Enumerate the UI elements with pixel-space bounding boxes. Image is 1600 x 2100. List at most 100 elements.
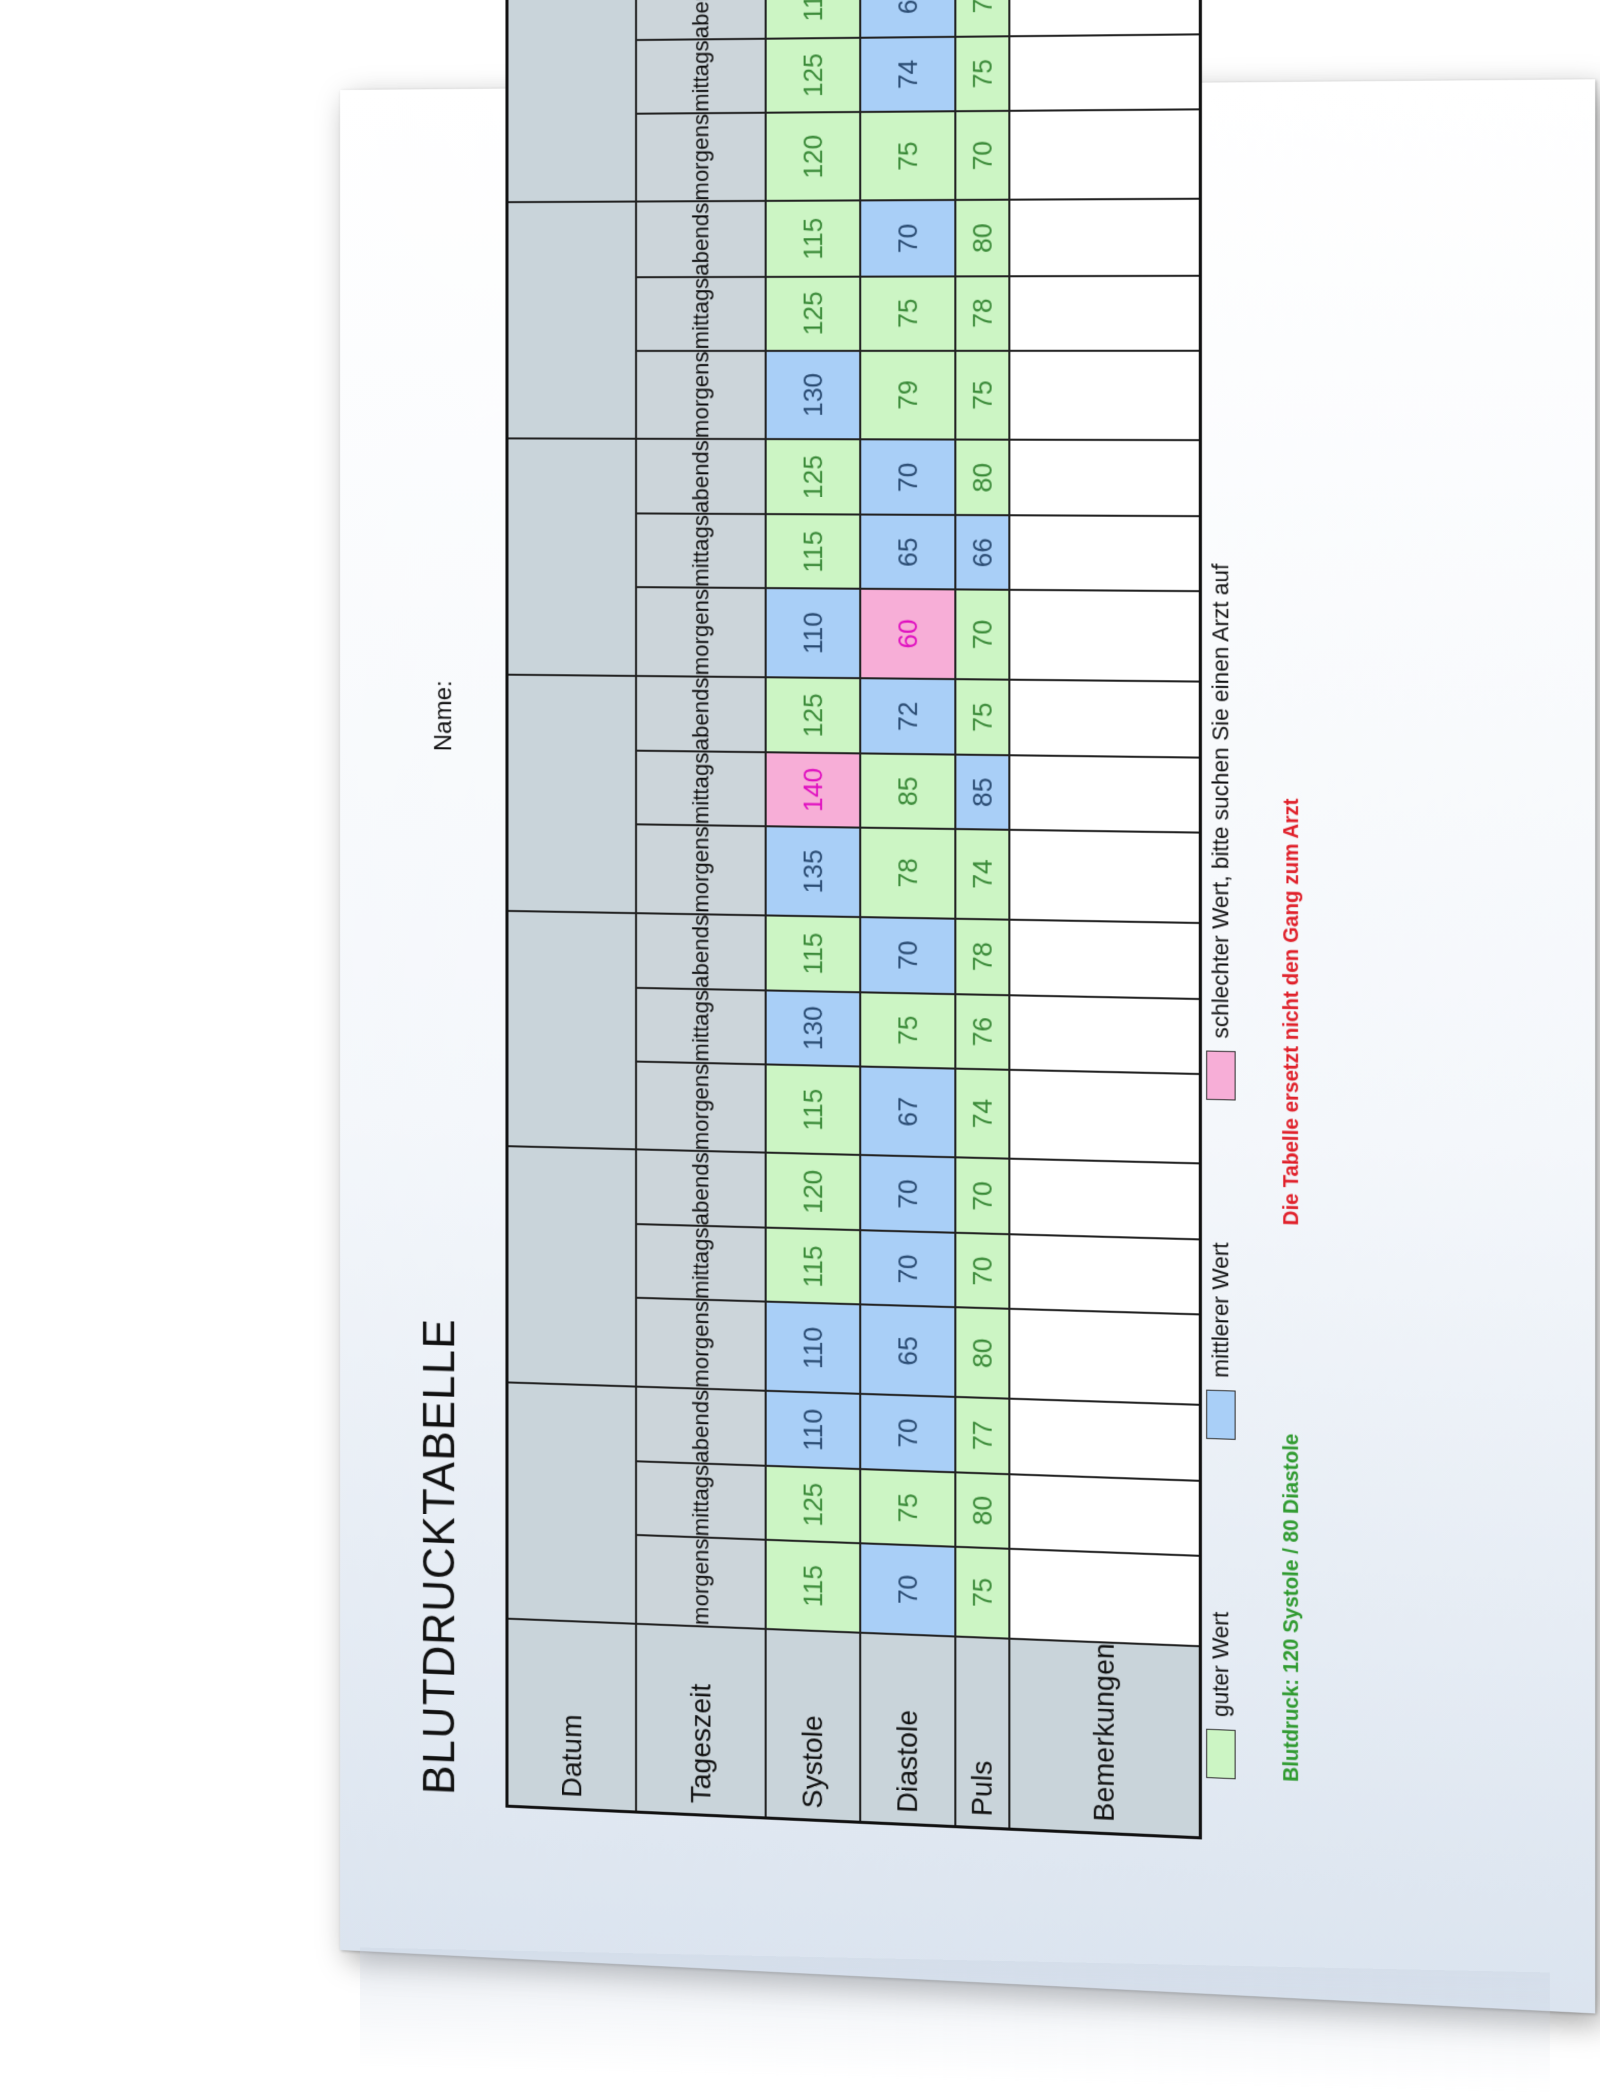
puls-value[interactable]: 80 [955,1472,1009,1548]
diastole-value[interactable]: 72 [860,678,955,755]
systole-value[interactable]: 115 [766,0,861,39]
date-cell[interactable] [507,675,636,913]
diastole-value[interactable]: 70 [860,917,955,994]
systole-value[interactable]: 125 [766,38,861,113]
remark-cell[interactable] [1009,1549,1200,1646]
diastole-value[interactable]: 70 [860,1394,955,1473]
remark-cell[interactable] [1009,590,1200,681]
puls-value[interactable]: 78 [955,918,1009,995]
date-cell[interactable] [507,910,636,1149]
bp-reference-note: Blutdruck: 120 Systole / 80 Diastole [1280,1433,1304,1782]
puls-value[interactable]: 70 [955,1158,1009,1235]
diastole-value[interactable]: 68 [860,0,955,38]
puls-value[interactable]: 75 [955,1547,1009,1638]
remark-cell[interactable] [1009,350,1200,440]
puls-value[interactable]: 66 [955,515,1009,590]
systole-value[interactable]: 115 [766,1540,861,1633]
diastole-value[interactable]: 60 [860,589,955,679]
diastole-value[interactable]: 70 [860,1155,955,1233]
systole-value[interactable]: 115 [766,915,861,992]
remark-cell[interactable] [1009,755,1200,832]
diastole-value[interactable]: 65 [860,1305,955,1397]
diastole-value[interactable]: 70 [860,200,955,276]
systole-value[interactable]: 130 [766,350,861,439]
diastole-value[interactable]: 78 [860,828,955,919]
puls-value[interactable]: 75 [955,350,1009,439]
remark-cell[interactable] [1009,1069,1200,1163]
diastole-value[interactable]: 75 [860,1469,955,1547]
puls-value[interactable]: 70 [955,1233,1009,1309]
systole-value[interactable]: 115 [766,201,861,277]
diastole-value[interactable]: 70 [860,439,955,515]
diastole-value[interactable]: 70 [860,1543,955,1636]
row-systole: Systole 115 125 110 110 115 120 115 130 115 135 140… [766,0,861,1822]
remark-cell[interactable] [1009,199,1200,276]
puls-value[interactable]: 80 [955,1308,1009,1399]
row-diastole: Diastole 70 75 70 65 70 70 67 75 70 78 85 72 60 65 70 79… [860,0,955,1827]
systole-value[interactable]: 115 [766,1064,861,1155]
diastole-value[interactable]: 67 [860,1066,955,1157]
puls-value[interactable]: 70 [955,590,1009,680]
systole-value[interactable]: 115 [766,1228,861,1305]
date-cell[interactable] [507,1382,636,1623]
diastole-value[interactable]: 75 [860,276,955,350]
remark-cell[interactable] [1009,0,1200,36]
diastole-value[interactable]: 75 [860,111,955,201]
date-cell[interactable] [507,202,636,439]
date-cell[interactable] [507,1146,636,1386]
remark-cell[interactable] [1009,1235,1200,1315]
remark-cell[interactable] [1009,516,1200,592]
systole-value[interactable]: 120 [766,1153,861,1231]
puls-value[interactable]: 77 [955,1397,1009,1475]
time-cell: mittags [636,988,766,1064]
puls-value[interactable]: 76 [955,994,1009,1070]
diastole-value[interactable]: 85 [860,753,955,829]
systole-value[interactable]: 110 [766,588,861,678]
puls-value[interactable]: 70 [955,111,1009,201]
diastole-value[interactable]: 79 [860,350,955,439]
puls-value[interactable]: 78 [955,276,1009,350]
time-cell: mittags [636,39,766,114]
date-cell[interactable] [507,0,636,203]
puls-value[interactable]: 70 [955,0,1009,37]
systole-value[interactable]: 110 [766,1391,861,1469]
systole-value[interactable]: 125 [766,1466,861,1543]
remark-cell[interactable] [1009,34,1200,110]
row-label-tageszeit: Tageszeit [636,1623,766,1818]
time-cell: mittags [636,1225,766,1302]
systole-value[interactable]: 125 [766,439,861,515]
puls-value[interactable]: 74 [955,829,1009,919]
systole-value[interactable]: 125 [766,677,861,753]
remark-cell[interactable] [1009,680,1200,758]
remark-cell[interactable] [1009,919,1200,999]
remark-cell[interactable] [1009,440,1200,517]
systole-value[interactable]: 140 [766,752,861,827]
remark-cell[interactable] [1009,109,1200,200]
time-cell: morgens [636,1535,766,1629]
systole-value[interactable]: 115 [766,514,861,589]
puls-value[interactable]: 80 [955,200,1009,276]
puls-value[interactable]: 74 [955,1068,1009,1159]
diastole-value[interactable]: 75 [860,992,955,1068]
remark-cell[interactable] [1009,995,1200,1074]
diastole-value[interactable]: 65 [860,515,955,590]
systole-value[interactable]: 120 [766,112,861,202]
systole-value[interactable]: 130 [766,990,861,1066]
diastole-value[interactable]: 74 [860,37,955,112]
remark-cell[interactable] [1009,275,1200,350]
puls-value[interactable]: 75 [955,679,1009,755]
remark-cell[interactable] [1009,1399,1200,1481]
diastole-value[interactable]: 70 [860,1231,955,1308]
remark-cell[interactable] [1009,1159,1200,1240]
systole-value[interactable]: 135 [766,826,861,916]
page-reflection [360,1948,1550,2093]
puls-value[interactable]: 80 [955,440,1009,516]
puls-value[interactable]: 85 [955,755,1009,830]
puls-value[interactable]: 75 [955,36,1009,111]
remark-cell[interactable] [1009,1309,1200,1405]
systole-value[interactable]: 125 [766,276,861,350]
date-cell[interactable] [507,439,636,676]
remark-cell[interactable] [1009,1474,1200,1556]
systole-value[interactable]: 110 [766,1302,861,1394]
remark-cell[interactable] [1009,830,1200,923]
